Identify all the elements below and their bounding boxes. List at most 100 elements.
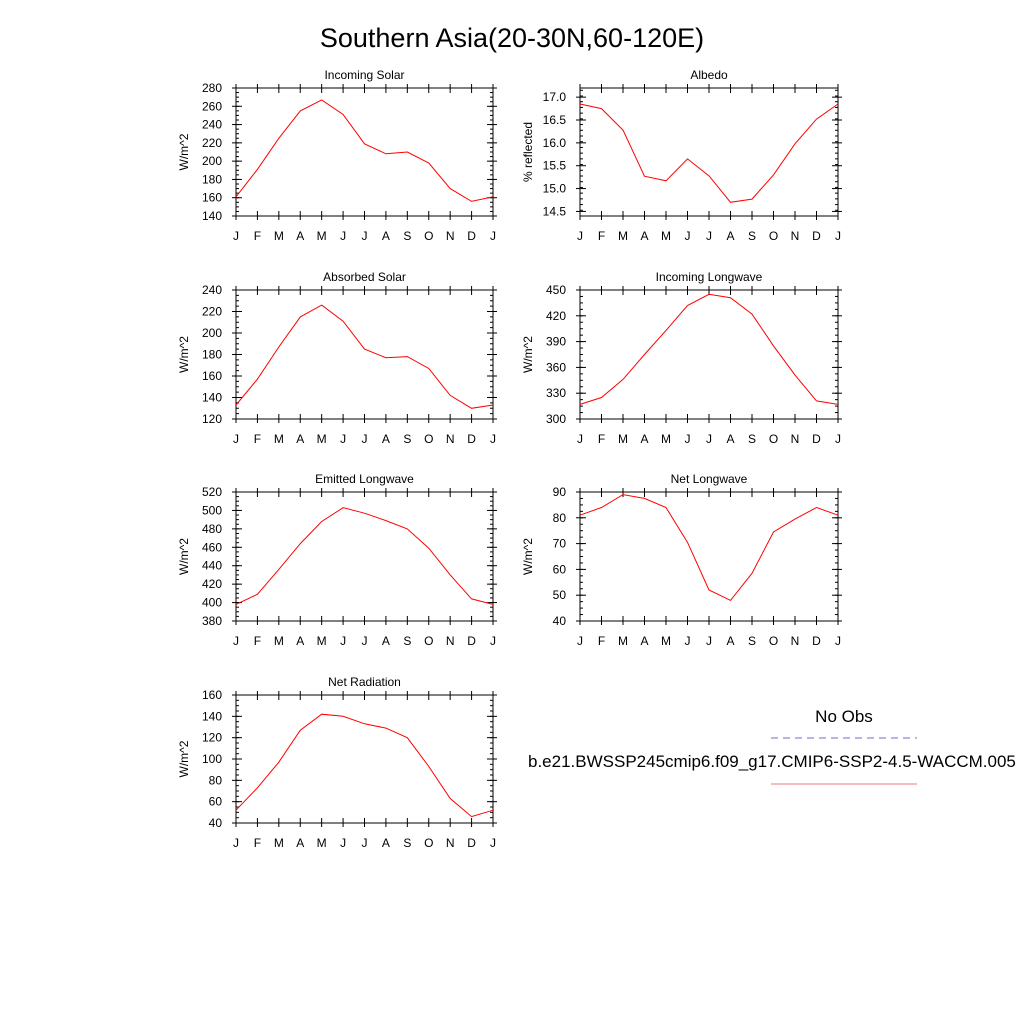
y-tick-label: 460 bbox=[202, 540, 222, 554]
x-tick-label: J bbox=[577, 229, 583, 243]
y-axis-label: W/m^2 bbox=[177, 538, 191, 575]
x-tick-label: N bbox=[791, 634, 800, 648]
x-tick-label: S bbox=[403, 634, 411, 648]
x-tick-label: N bbox=[446, 634, 455, 648]
x-tick-label: A bbox=[382, 836, 390, 850]
y-tick-label: 200 bbox=[202, 154, 222, 168]
x-tick-label: S bbox=[748, 634, 756, 648]
x-tick-label: O bbox=[424, 432, 433, 446]
x-tick-label: J bbox=[490, 229, 496, 243]
x-tick-label: A bbox=[382, 432, 390, 446]
x-tick-label: F bbox=[254, 229, 261, 243]
x-tick-label: N bbox=[446, 836, 455, 850]
y-axis-label: W/m^2 bbox=[177, 740, 191, 777]
x-tick-label: N bbox=[446, 229, 455, 243]
panel-title: Net Longwave bbox=[671, 472, 748, 486]
x-tick-label: J bbox=[685, 229, 691, 243]
y-tick-label: 280 bbox=[202, 81, 222, 95]
x-tick-label: A bbox=[640, 432, 648, 446]
y-axis-label: % reflected bbox=[521, 122, 535, 182]
y-tick-label: 420 bbox=[546, 309, 566, 323]
x-tick-label: J bbox=[233, 229, 239, 243]
series-line bbox=[235, 99, 494, 202]
x-tick-label: J bbox=[340, 836, 346, 850]
y-tick-label: 40 bbox=[209, 816, 223, 830]
x-tick-label: J bbox=[233, 432, 239, 446]
y-tick-label: 520 bbox=[202, 485, 222, 499]
y-tick-label: 90 bbox=[553, 485, 567, 499]
x-tick-label: A bbox=[296, 432, 304, 446]
x-tick-label: A bbox=[296, 229, 304, 243]
x-tick-label: D bbox=[467, 229, 476, 243]
y-axis-label: W/m^2 bbox=[177, 336, 191, 373]
x-tick-label: O bbox=[769, 432, 778, 446]
panel-title: Absorbed Solar bbox=[323, 270, 406, 284]
figure-title: Southern Asia(20-30N,60-120E) bbox=[320, 23, 704, 53]
x-tick-label: S bbox=[748, 229, 756, 243]
x-tick-label: N bbox=[446, 432, 455, 446]
x-tick-label: A bbox=[726, 229, 734, 243]
y-tick-label: 360 bbox=[546, 360, 566, 374]
x-tick-label: M bbox=[317, 634, 327, 648]
x-tick-label: D bbox=[467, 432, 476, 446]
x-tick-label: M bbox=[274, 432, 284, 446]
x-tick-label: J bbox=[706, 432, 712, 446]
plot-frame bbox=[579, 289, 839, 420]
x-tick-label: A bbox=[640, 634, 648, 648]
x-tick-label: A bbox=[382, 229, 390, 243]
x-tick-label: F bbox=[598, 634, 605, 648]
y-tick-label: 390 bbox=[546, 335, 566, 349]
x-tick-label: J bbox=[577, 634, 583, 648]
y-tick-label: 60 bbox=[553, 562, 567, 576]
y-tick-label: 140 bbox=[202, 391, 222, 405]
x-tick-label: J bbox=[490, 432, 496, 446]
y-axis-label: W/m^2 bbox=[177, 133, 191, 170]
x-tick-label: A bbox=[296, 634, 304, 648]
x-tick-label: M bbox=[661, 634, 671, 648]
y-tick-label: 16.0 bbox=[543, 136, 567, 150]
y-tick-label: 80 bbox=[209, 773, 223, 787]
y-tick-label: 16.5 bbox=[543, 113, 567, 127]
x-tick-label: M bbox=[317, 229, 327, 243]
x-tick-label: M bbox=[317, 432, 327, 446]
y-tick-label: 160 bbox=[202, 191, 222, 205]
y-tick-label: 450 bbox=[546, 283, 566, 297]
y-tick-label: 330 bbox=[546, 386, 566, 400]
x-tick-label: D bbox=[467, 836, 476, 850]
x-tick-label: O bbox=[424, 634, 433, 648]
y-tick-label: 160 bbox=[202, 369, 222, 383]
panel-title: Emitted Longwave bbox=[315, 472, 414, 486]
x-tick-label: F bbox=[254, 432, 261, 446]
y-tick-label: 220 bbox=[202, 136, 222, 150]
legend: No Obs b.e21.BWSSP245cmip6.f09_g17.CMIP6… bbox=[528, 707, 1016, 785]
panel-title: Net Radiation bbox=[328, 675, 401, 689]
y-tick-label: 300 bbox=[546, 412, 566, 426]
plot-frame bbox=[235, 87, 494, 217]
x-tick-label: J bbox=[233, 836, 239, 850]
y-tick-label: 400 bbox=[202, 596, 222, 610]
y-tick-label: 160 bbox=[202, 688, 222, 702]
x-tick-label: M bbox=[274, 836, 284, 850]
x-tick-label: O bbox=[424, 836, 433, 850]
series-line bbox=[235, 713, 494, 818]
y-tick-label: 15.5 bbox=[543, 159, 567, 173]
plot-frame bbox=[579, 87, 839, 217]
legend-entry-label-obs: No Obs bbox=[815, 707, 873, 726]
x-tick-label: J bbox=[490, 836, 496, 850]
x-tick-label: O bbox=[769, 634, 778, 648]
y-tick-label: 240 bbox=[202, 118, 222, 132]
x-tick-label: J bbox=[362, 634, 368, 648]
x-tick-label: M bbox=[274, 229, 284, 243]
x-tick-label: A bbox=[296, 836, 304, 850]
y-tick-label: 220 bbox=[202, 305, 222, 319]
x-tick-label: M bbox=[274, 634, 284, 648]
x-tick-label: M bbox=[661, 229, 671, 243]
x-tick-label: A bbox=[640, 229, 648, 243]
